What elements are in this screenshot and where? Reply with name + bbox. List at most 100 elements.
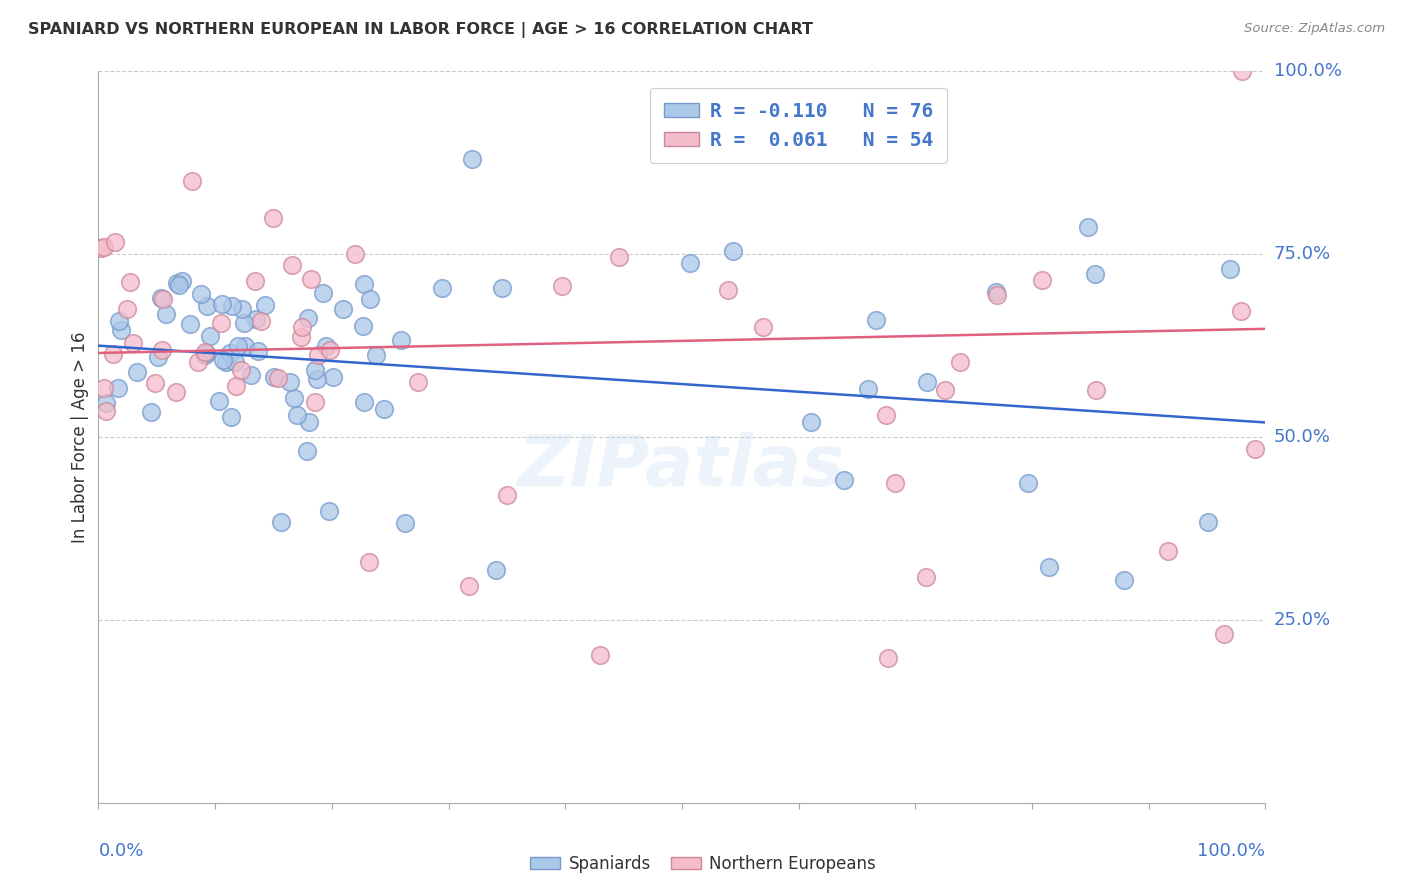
Point [1085, 384, 1108, 398]
Point [285, 408, 308, 422]
Legend: Spaniards, Northern Europeans: Spaniards, Northern Europeans [523, 848, 883, 880]
Point [491, 281, 513, 295]
Point [122, 335, 145, 350]
Point [224, 355, 246, 369]
Point [209, 317, 232, 331]
Point [1038, 560, 1060, 574]
Point [215, 355, 238, 369]
Point [1197, 515, 1219, 529]
Point [304, 363, 326, 377]
Text: 100.0%: 100.0% [1274, 62, 1341, 80]
Point [110, 323, 132, 337]
Point [108, 313, 131, 327]
Point [219, 409, 242, 424]
Point [353, 395, 375, 409]
Point [984, 285, 1007, 299]
Point [332, 301, 354, 316]
Point [149, 291, 172, 305]
Point [304, 395, 326, 409]
Point [118, 275, 141, 289]
Point [229, 363, 252, 377]
Point [406, 375, 429, 389]
Point [357, 555, 380, 569]
Point [934, 383, 956, 397]
Point [311, 285, 333, 300]
Point [211, 296, 233, 310]
Point [373, 401, 395, 416]
Point [211, 352, 233, 367]
Point [315, 339, 337, 353]
Point [752, 320, 775, 334]
Point [155, 307, 177, 321]
Point [318, 504, 340, 518]
Point [150, 343, 173, 357]
Point [299, 272, 322, 286]
Point [270, 515, 292, 529]
Text: SPANIARD VS NORTHERN EUROPEAN IN LABOR FORCE | AGE > 16 CORRELATION CHART: SPANIARD VS NORTHERN EUROPEAN IN LABOR F… [28, 22, 813, 38]
Point [115, 302, 138, 317]
Point [359, 293, 381, 307]
Point [1243, 442, 1265, 456]
Point [1077, 219, 1099, 234]
Point [165, 384, 187, 399]
Text: Source: ZipAtlas.com: Source: ZipAtlas.com [1244, 22, 1385, 36]
Point [240, 368, 263, 382]
Point [104, 235, 127, 250]
Text: 100.0%: 100.0% [1198, 842, 1265, 860]
Point [884, 476, 907, 491]
Point [148, 350, 170, 364]
Point [262, 211, 284, 225]
Point [231, 302, 253, 317]
Point [93, 381, 115, 395]
Point [295, 444, 318, 458]
Point [307, 348, 329, 362]
Point [194, 345, 217, 359]
Point [194, 348, 217, 362]
Point [90, 241, 112, 255]
Point [245, 274, 267, 288]
Point [298, 415, 321, 429]
Point [458, 578, 481, 592]
Point [143, 376, 166, 391]
Point [179, 317, 201, 331]
Point [187, 355, 209, 369]
Point [93, 240, 115, 254]
Point [107, 381, 129, 395]
Point [1219, 261, 1241, 276]
Point [353, 277, 375, 292]
Point [364, 348, 387, 362]
Point [1031, 273, 1053, 287]
Point [208, 393, 231, 408]
Point [1229, 304, 1251, 318]
Point [219, 346, 242, 360]
Point [180, 174, 202, 188]
Point [307, 371, 329, 385]
Point [233, 316, 256, 330]
Point [267, 371, 290, 385]
Point [832, 474, 855, 488]
Point [1230, 64, 1253, 78]
Point [283, 391, 305, 405]
Point [717, 283, 740, 297]
Y-axis label: In Labor Force | Age > 16: In Labor Force | Age > 16 [70, 331, 89, 543]
Point [103, 347, 125, 361]
Point [127, 365, 149, 379]
Point [152, 292, 174, 306]
Point [394, 516, 416, 530]
Point [250, 314, 273, 328]
Point [344, 247, 367, 261]
Point [94, 396, 117, 410]
Point [917, 376, 939, 390]
Point [877, 650, 900, 665]
Point [352, 319, 374, 334]
Point [245, 311, 267, 326]
Text: 50.0%: 50.0% [1274, 428, 1330, 446]
Text: 0.0%: 0.0% [98, 842, 143, 860]
Point [319, 343, 342, 358]
Point [190, 287, 212, 301]
Point [226, 339, 249, 353]
Point [607, 251, 630, 265]
Point [225, 379, 247, 393]
Point [858, 382, 880, 396]
Point [799, 415, 821, 429]
